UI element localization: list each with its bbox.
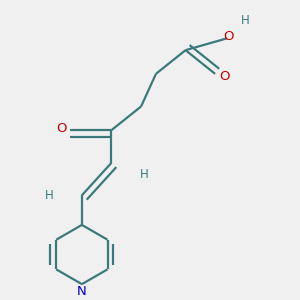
Text: O: O bbox=[223, 30, 234, 43]
Text: H: H bbox=[45, 189, 54, 202]
Text: O: O bbox=[219, 70, 229, 83]
Text: H: H bbox=[240, 14, 249, 27]
Text: H: H bbox=[140, 168, 148, 181]
Text: O: O bbox=[56, 122, 66, 135]
Text: N: N bbox=[77, 285, 87, 298]
